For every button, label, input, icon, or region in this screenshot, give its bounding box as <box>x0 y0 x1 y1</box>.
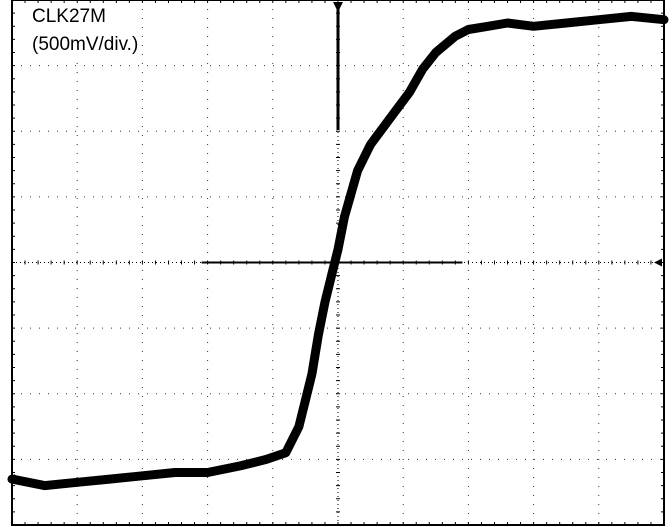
trace-point <box>467 28 470 31</box>
trace-point <box>630 15 633 18</box>
trace-point <box>284 451 287 454</box>
trace-point <box>486 25 489 28</box>
trace-point <box>108 478 111 481</box>
trace-point <box>206 471 209 474</box>
trace-point <box>356 169 359 172</box>
trace-point <box>297 425 300 428</box>
trace-point <box>337 248 339 251</box>
trace-point <box>323 300 326 303</box>
trace-point <box>408 90 411 93</box>
trace-point <box>141 474 144 477</box>
plot-border <box>11 0 665 526</box>
trace-point <box>239 464 242 467</box>
vertical-scale-label: (500mV/div.) <box>30 33 141 57</box>
trace-point <box>43 484 46 487</box>
trace-point <box>330 274 333 277</box>
trace-point <box>597 18 600 21</box>
trace-point <box>343 215 346 218</box>
trace-point <box>265 458 268 461</box>
trace-point <box>532 25 535 28</box>
trace-point <box>389 117 392 120</box>
trace-point <box>454 35 457 38</box>
graticule <box>12 0 664 525</box>
trace-point <box>565 21 568 24</box>
signal-trace <box>7 11 669 491</box>
trace-point <box>76 481 79 484</box>
trace-point <box>506 21 509 24</box>
signal-name-label: CLK27M <box>30 5 108 29</box>
trace-point <box>434 51 437 54</box>
trace-point <box>369 143 372 146</box>
trace-point <box>317 333 320 336</box>
trace-point <box>174 471 176 474</box>
trace-point <box>421 67 424 70</box>
trace-point <box>310 373 313 376</box>
trigger-level-marker <box>654 258 662 267</box>
trigger-position-marker <box>333 2 343 12</box>
